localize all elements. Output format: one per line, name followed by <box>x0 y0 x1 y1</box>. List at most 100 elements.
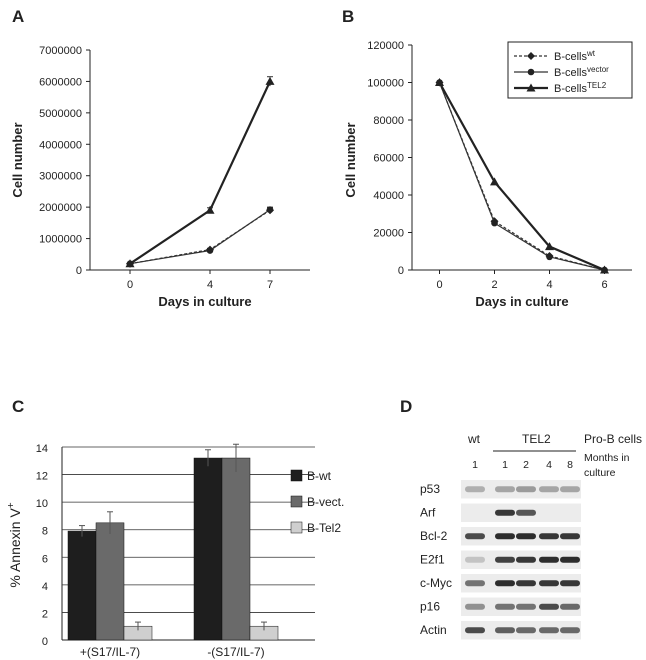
blot-row-label: p16 <box>420 600 440 614</box>
blot-band <box>465 533 485 540</box>
blot-band <box>516 627 536 634</box>
blot-band <box>465 580 485 587</box>
chart-c-bar <box>95 522 125 641</box>
chart-b-y-tick-label: 120000 <box>367 40 404 52</box>
chart-a-point <box>266 206 274 213</box>
chart-a-x-tick-label: 0 <box>127 279 133 291</box>
blot-band <box>495 603 515 610</box>
blot-band <box>560 533 580 540</box>
chart-a-series-line <box>129 80 271 265</box>
chart-a-x-label: Days in culture <box>158 294 251 309</box>
blot-band <box>495 533 515 540</box>
blot-band <box>465 556 485 563</box>
chart-a-x-tick-label: 4 <box>207 279 213 291</box>
panel-label-d: D <box>400 397 412 416</box>
chart-a-x-tick-label: 7 <box>267 279 273 291</box>
blot-header-wt: wt <box>467 432 481 446</box>
blot-band <box>495 486 515 493</box>
chart-b-x-tick-label: 4 <box>546 279 552 291</box>
chart-c-y-tick-label: 0 <box>42 636 48 648</box>
blot-band <box>560 627 580 634</box>
chart-b-series-line <box>438 82 605 271</box>
chart-b-legend-marker <box>526 83 536 92</box>
blot-band <box>560 556 580 563</box>
blot-header-tel2: TEL2 <box>522 432 551 446</box>
chart-c-y-tick-label: 8 <box>42 526 48 538</box>
blot-lane-label: 4 <box>546 459 552 471</box>
chart-b-y-tick-label: 0 <box>398 265 404 277</box>
chart-a-y-label: Cell number <box>10 122 25 197</box>
blot-band <box>516 533 536 540</box>
chart-b-x-tick-label: 6 <box>601 279 607 291</box>
blot-band <box>560 580 580 587</box>
chart-b-point <box>435 78 444 86</box>
blot-band <box>539 627 559 634</box>
blot-row-label: c-Myc <box>420 576 452 590</box>
chart-b-y-tick-label: 20000 <box>373 228 404 240</box>
chart-c-bar <box>193 457 223 641</box>
chart-b-legend-label: B-cellswt <box>554 49 596 63</box>
blot-band <box>495 627 515 634</box>
chart-b-point <box>546 253 553 261</box>
chart-c-x-tick-label: -(S17/IL-7) <box>207 645 264 659</box>
chart-a-y-tick-label: 2000000 <box>39 202 82 214</box>
blot-band <box>539 580 559 587</box>
chart-c-y-tick-label: 12 <box>36 471 48 483</box>
chart-a-point <box>265 76 275 85</box>
blot-lane-label: 2 <box>523 459 529 471</box>
chart-b-legend-marker <box>527 52 535 60</box>
chart-a-point <box>125 259 135 268</box>
chart-c-y-tick-label: 14 <box>36 443 48 455</box>
blot-band <box>560 603 580 610</box>
blot-band <box>465 603 485 610</box>
panel-label-b: B <box>342 7 354 26</box>
chart-b-legend-label: B-cellsTEL2 <box>554 81 607 95</box>
chart-a-y-tick-label: 0 <box>76 265 82 277</box>
panel-label-c: C <box>12 397 24 416</box>
chart-c-bar <box>67 530 97 641</box>
chart-a-series-line <box>129 209 271 265</box>
chart-c-x-tick-label: +(S17/IL-7) <box>80 645 140 659</box>
chart-c-y-tick-label: 4 <box>42 581 48 593</box>
blot-lane-label: 1 <box>502 459 508 471</box>
blot-band <box>516 580 536 587</box>
chart-c-legend-label: B-wt <box>307 469 332 483</box>
chart-c-y-tick-label: 2 <box>42 608 48 620</box>
chart-a-y-tick-label: 5000000 <box>39 108 82 120</box>
blot-row-label: E2f1 <box>420 553 445 567</box>
chart-b-series-line <box>438 81 605 272</box>
blot-band <box>539 486 559 493</box>
chart-b-series-line <box>438 82 605 271</box>
chart-a-y-tick-label: 1000000 <box>39 234 82 246</box>
chart-c-legend-label: B-Tel2 <box>307 521 341 535</box>
chart-c-y-label-sup: + <box>6 502 17 508</box>
chart-c-y-label: % Annexin V+ <box>6 502 23 587</box>
chart-a-y-tick-label: 7000000 <box>39 45 82 57</box>
blot-band <box>495 509 515 516</box>
blot-band <box>516 509 536 516</box>
chart-b-y-tick-label: 80000 <box>373 115 404 127</box>
blot-band <box>539 603 559 610</box>
chart-b-y-label: Cell number <box>343 122 358 197</box>
blot-lane-label: 1 <box>472 459 478 471</box>
chart-c-legend-swatch <box>290 469 303 482</box>
blot-band <box>495 556 515 563</box>
chart-b-point <box>545 242 554 251</box>
blot-row-label: Actin <box>420 623 447 637</box>
chart-b-legend-marker <box>527 68 535 76</box>
blot-row-label: Arf <box>420 506 436 520</box>
chart-b: Cell number Days in culture 0 20000 40000 6… <box>343 40 633 309</box>
chart-b-point <box>600 265 609 274</box>
blot-band <box>539 533 559 540</box>
chart-c-legend-swatch <box>290 495 303 508</box>
chart-a-point <box>205 205 215 214</box>
blot-header-months-2: culture <box>584 467 616 479</box>
blot-band <box>516 603 536 610</box>
chart-b-point <box>491 219 498 227</box>
chart-b-point <box>490 177 499 186</box>
chart-b-y-tick-label: 40000 <box>373 190 404 202</box>
chart-b-x-tick-label: 0 <box>436 279 442 291</box>
blot-band <box>465 486 485 493</box>
chart-a-point <box>206 247 214 254</box>
chart-a: Cell number Days in culture 0 1000000 2000… <box>10 45 310 309</box>
